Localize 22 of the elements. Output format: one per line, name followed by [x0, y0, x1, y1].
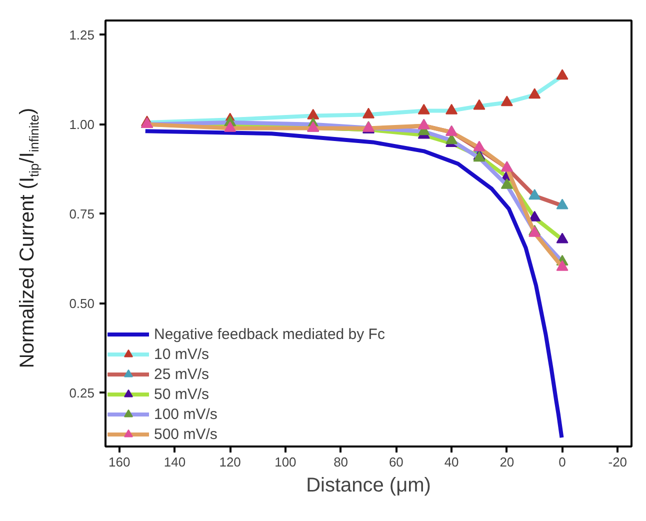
legend-label: 50 mV/s — [154, 386, 210, 402]
x-tick-label: 0 — [558, 454, 566, 470]
x-tick-label: 40 — [444, 454, 459, 470]
legend-label: 500 mV/s — [154, 426, 218, 442]
y-tick-label: 0.75 — [69, 206, 95, 222]
x-axis-title: Distance (μm) — [306, 474, 431, 496]
legend-label: 100 mV/s — [154, 406, 218, 422]
x-tick-label: 100 — [274, 454, 296, 470]
x-tick-label: 160 — [108, 454, 130, 470]
x-tick-label: -20 — [608, 454, 628, 470]
legend-label: 25 mV/s — [154, 366, 210, 382]
y-tick-label: 0.50 — [69, 296, 95, 311]
y-tick-label: 0.25 — [69, 385, 95, 400]
x-tick-label: 60 — [388, 454, 404, 470]
x-tick-label: 80 — [334, 454, 348, 470]
x-tick-label: 120 — [219, 454, 241, 470]
legend-label: 10 mV/s — [154, 346, 210, 362]
x-tick-label: 140 — [164, 454, 186, 470]
y-tick-label: 1.00 — [69, 116, 95, 132]
x-tick-label: 20 — [500, 454, 514, 470]
legend-label: Negative feedback mediated by Fc — [154, 326, 385, 342]
y-tick-label: 1.25 — [69, 27, 95, 42]
